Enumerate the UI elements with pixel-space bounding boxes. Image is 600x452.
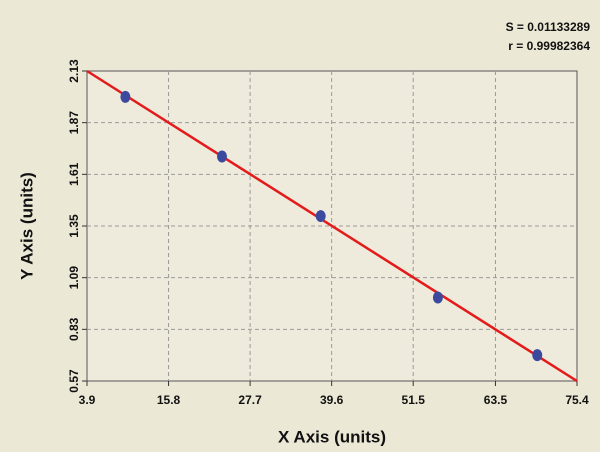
y-axis-label: Y Axis (units): [17, 172, 36, 280]
y-tick-label: 1.35: [67, 214, 81, 238]
fit-line: [86, 69, 578, 383]
x-tick-label: 51.5: [402, 393, 426, 407]
point: [217, 150, 228, 163]
y-tick-label: 1.61: [67, 162, 81, 186]
x-tick-label: 27.7: [238, 393, 262, 407]
x-tick-label: 39.6: [320, 393, 344, 407]
y-tick-label: 1.09: [67, 266, 81, 290]
x-tick-label: 3.9: [79, 393, 96, 407]
point: [432, 291, 443, 304]
x-tick-label: 63.5: [484, 393, 508, 407]
x-tick-label: 15.8: [157, 393, 181, 407]
x-tick-label: 75.4: [565, 393, 589, 407]
y-tick-label: 1.87: [67, 111, 81, 135]
annotation: S = 0.01133289: [506, 20, 591, 34]
y-tick-label: 2.13: [67, 59, 81, 83]
point: [120, 90, 131, 103]
point: [315, 210, 326, 223]
y-tick-label: 0.57: [67, 369, 81, 393]
y-tick-label: 0.83: [67, 317, 81, 341]
annotation: r = 0.99982364: [508, 39, 590, 53]
x-axis-label: X Axis (units): [278, 427, 386, 446]
point: [532, 349, 543, 362]
